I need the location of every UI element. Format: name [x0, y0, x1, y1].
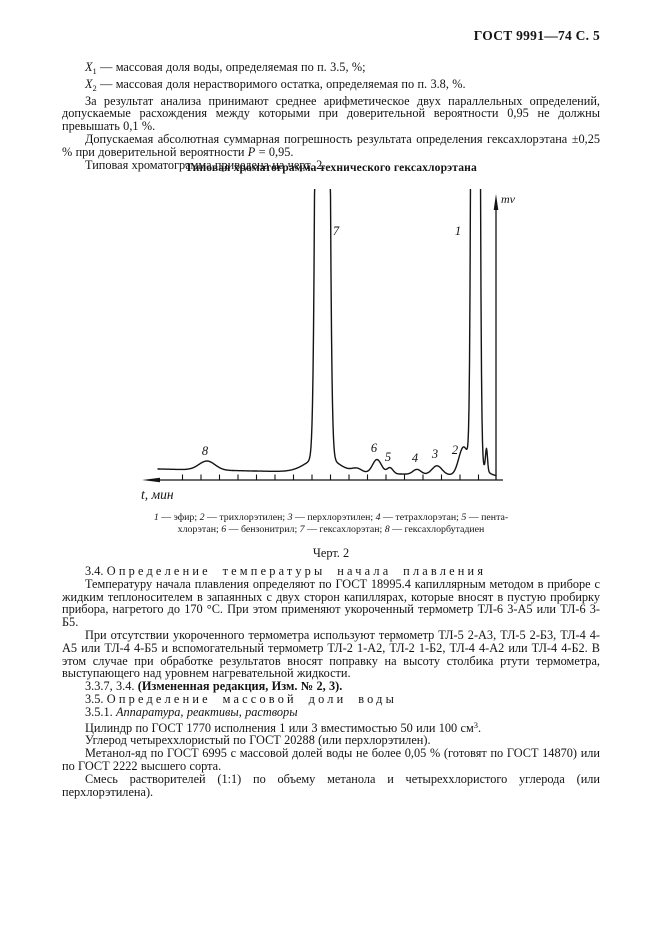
text-run: . — [478, 720, 482, 735]
text-run: 3.4. — [85, 564, 107, 578]
text-run: X — [85, 76, 93, 91]
figure-number: Черт. 2 — [312, 545, 350, 560]
x-axis-label: t, мин — [141, 487, 174, 502]
text-run: Определение температуры начала плавления — [106, 564, 487, 578]
text-run: Смесь растворителей (1:1) по объему мета… — [62, 771, 600, 799]
paragraph: 3.3.7, 3.4. (Измененная редакция, Изм. №… — [62, 680, 600, 693]
chromatogram-figure: Типовая хроматограмма технического гекса… — [62, 161, 600, 561]
paragraph: Метанол-яд по ГОСТ 6995 с массовой долей… — [62, 747, 600, 773]
text-run: Аппаратура, реактивы, растворы — [116, 704, 298, 719]
paragraph: Цилиндр по ГОСТ 1770 исполнения 1 или 3 … — [62, 719, 600, 735]
text-block-top: X1 — массовая доля воды, определяемая по… — [62, 61, 600, 171]
text-run: = 0,95. — [255, 144, 294, 159]
paragraph: При отсутствии укороченного термометра и… — [62, 629, 600, 680]
chromatogram-trace — [157, 189, 497, 477]
paragraph: X1 — массовая доля воды, определяемая по… — [62, 61, 600, 78]
text-run: Типовая хроматограмма приведена на черт.… — [85, 157, 326, 172]
peak-label-4: 4 — [412, 451, 418, 465]
page-header: ГОСТ 9991—74 С. 5 — [473, 28, 600, 43]
paragraph: За результат анализа принимают среднее а… — [62, 93, 600, 134]
figure-title: Типовая хроматограмма технического гекса… — [185, 161, 477, 174]
text-run: Метанол-яд по ГОСТ 6995 с массовой долей… — [62, 746, 600, 773]
text-block-bottom: 3.4. Определение температуры начала плав… — [62, 565, 600, 798]
text-run: 2 — [92, 82, 97, 93]
peak-label-3: 3 — [431, 447, 438, 461]
text-run: 3.5.1. — [85, 704, 116, 719]
text-run: P — [247, 144, 256, 159]
text-run: — массовая доля воды, определяемая по п.… — [96, 60, 366, 74]
paragraph: Смесь растворителей (1:1) по объему мета… — [62, 771, 600, 799]
paragraph: Углерод четыреххлористый по ГОСТ 20288 (… — [62, 734, 600, 747]
peak-label-8: 8 — [202, 444, 209, 458]
figure-caption: 1 — эфир; 2 — трихлорэтилен; 3 — перхлор… — [62, 512, 600, 537]
text-run: Углерод четыреххлористый по ГОСТ 20288 (… — [85, 733, 431, 748]
peak-label-7: 7 — [333, 224, 340, 238]
paragraph: 3.5. Определение массовой доли воды — [62, 693, 600, 706]
text-run: 1 — [92, 66, 97, 76]
peak-label-2: 2 — [452, 443, 458, 457]
peak-label-5: 5 — [385, 450, 391, 464]
paragraph: 3.5.1. Аппаратура, реактивы, растворы — [62, 704, 600, 719]
paragraph: Температуру начала плавления определяют … — [62, 576, 600, 630]
figure-caption-line: 1 — эфир; 2 — трихлорэтилен; 3 — перхлор… — [153, 512, 509, 523]
paragraph: X2 — массовая доля нерастворимого остатк… — [62, 76, 600, 95]
text-run: Цилиндр по ГОСТ 1770 исполнения 1 или 3 … — [85, 720, 474, 735]
mv-axis-arrow-icon — [493, 194, 499, 210]
text-run: X — [85, 60, 93, 74]
document-content: ГОСТ 9991—74 С. 5 X1 — массовая доля вод… — [62, 28, 600, 798]
time-axis-arrow-icon — [142, 477, 160, 483]
text-run: Допускаемая абсолютная суммарная погрешн… — [62, 131, 600, 159]
text-run: 3.3.7, 3.4. — [85, 679, 138, 694]
paragraph: Допускаемая абсолютная суммарная погрешн… — [62, 133, 600, 159]
figure-caption-line: хлорэтан; 6 — бензонитрил; 7 — гексахлор… — [177, 524, 485, 536]
peak-label-1: 1 — [455, 224, 461, 238]
paragraph: 3.4. Определение температуры начала плав… — [62, 565, 600, 578]
text-run: За результат анализа принимают среднее а… — [62, 93, 600, 134]
text-run: Температуру начала плавления определяют … — [62, 576, 600, 630]
paragraph: Типовая хроматограмма приведена на черт.… — [62, 157, 600, 172]
text-run: (Измененная редакция, Изм. № 2, 3). — [137, 679, 343, 694]
text-run: 3.5. — [85, 691, 107, 706]
text-run: 3 — [473, 719, 479, 730]
text-run: — массовая доля нерастворимого остатка, … — [96, 76, 466, 91]
peak-label-6: 6 — [371, 441, 378, 455]
text-run: Определение массовой доли воды — [106, 691, 398, 706]
text-run: При отсутствии укороченного термометра и… — [62, 627, 600, 681]
chromatogram-chart: t, мин mv 8 7 65 4 3 2 1 — [141, 189, 516, 502]
y-axis-label: mv — [501, 192, 516, 206]
